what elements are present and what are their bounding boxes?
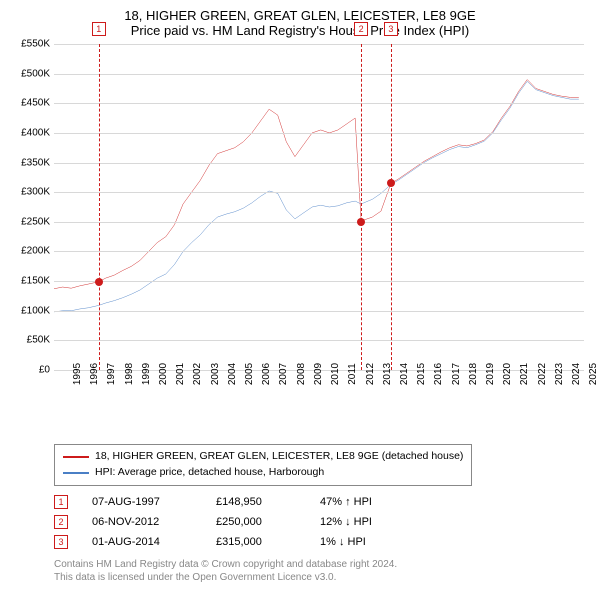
gridline — [54, 44, 584, 45]
transaction-price: £250,000 — [216, 516, 296, 528]
transaction-row: 3 01-AUG-2014 £315,000 1% ↓ HPI — [54, 532, 590, 552]
gridline — [54, 251, 584, 252]
footer-attribution: Contains HM Land Registry data © Crown c… — [54, 558, 590, 584]
legend-item: 18, HIGHER GREEN, GREAT GLEN, LEICESTER,… — [63, 449, 463, 465]
marker-box: 3 — [384, 22, 398, 36]
marker-box: 2 — [354, 22, 368, 36]
legend-swatch — [63, 456, 89, 458]
legend-item: HPI: Average price, detached house, Harb… — [63, 465, 463, 481]
transaction-hpi: 1% ↓ HPI — [320, 536, 410, 548]
transaction-date: 06-NOV-2012 — [92, 516, 192, 528]
y-axis-label: £300K — [21, 187, 54, 198]
y-axis-label: £400K — [21, 127, 54, 138]
transaction-hpi: 47% ↑ HPI — [320, 496, 410, 508]
line-series-svg — [54, 44, 584, 370]
transaction-hpi: 12% ↓ HPI — [320, 516, 410, 528]
y-axis-label: £250K — [21, 216, 54, 227]
series-property — [54, 80, 579, 289]
y-axis-label: £200K — [21, 246, 54, 257]
gridline — [54, 133, 584, 134]
chart-container: 18, HIGHER GREEN, GREAT GLEN, LEICESTER,… — [0, 0, 600, 594]
transaction-row: 2 06-NOV-2012 £250,000 12% ↓ HPI — [54, 512, 590, 532]
y-axis-label: £450K — [21, 98, 54, 109]
y-axis-label: £500K — [21, 68, 54, 79]
x-axis-label: 2025 — [570, 363, 599, 385]
transaction-price: £315,000 — [216, 536, 296, 548]
marker-vline — [361, 44, 362, 370]
legend-label: HPI: Average price, detached house, Harb… — [95, 465, 324, 481]
y-axis-label: £0 — [39, 365, 54, 376]
transaction-index: 1 — [54, 495, 68, 509]
series-hpi — [54, 81, 579, 312]
y-axis-label: £150K — [21, 276, 54, 287]
gridline — [54, 192, 584, 193]
y-axis-label: £550K — [21, 39, 54, 50]
y-axis-label: £100K — [21, 305, 54, 316]
legend-label: 18, HIGHER GREEN, GREAT GLEN, LEICESTER,… — [95, 449, 463, 465]
plot-area: £0£50K£100K£150K£200K£250K£300K£350K£400… — [54, 44, 584, 370]
gridline — [54, 103, 584, 104]
gridline — [54, 163, 584, 164]
marker-dot — [95, 278, 103, 286]
marker-dot — [357, 218, 365, 226]
legend-swatch — [63, 472, 89, 474]
transaction-index: 3 — [54, 535, 68, 549]
y-axis-label: £50K — [27, 335, 54, 346]
gridline — [54, 340, 584, 341]
gridline — [54, 74, 584, 75]
marker-vline — [99, 44, 100, 370]
transaction-date: 07-AUG-1997 — [92, 496, 192, 508]
marker-vline — [391, 44, 392, 370]
transaction-price: £148,950 — [216, 496, 296, 508]
chart-area: £0£50K£100K£150K£200K£250K£300K£350K£400… — [54, 44, 584, 404]
transactions-table: 1 07-AUG-1997 £148,950 47% ↑ HPI 2 06-NOV-201… — [54, 492, 590, 552]
marker-dot — [387, 179, 395, 187]
legend: 18, HIGHER GREEN, GREAT GLEN, LEICESTER,… — [54, 444, 472, 486]
y-axis-label: £350K — [21, 157, 54, 168]
title-address: 18, HIGHER GREEN, GREAT GLEN, LEICESTER,… — [10, 8, 590, 23]
gridline — [54, 311, 584, 312]
footer-line1: Contains HM Land Registry data © Crown c… — [54, 558, 590, 571]
marker-box: 1 — [92, 22, 106, 36]
gridline — [54, 281, 584, 282]
transaction-row: 1 07-AUG-1997 £148,950 47% ↑ HPI — [54, 492, 590, 512]
transaction-date: 01-AUG-2014 — [92, 536, 192, 548]
gridline — [54, 222, 584, 223]
footer-line2: This data is licensed under the Open Gov… — [54, 571, 590, 584]
transaction-index: 2 — [54, 515, 68, 529]
